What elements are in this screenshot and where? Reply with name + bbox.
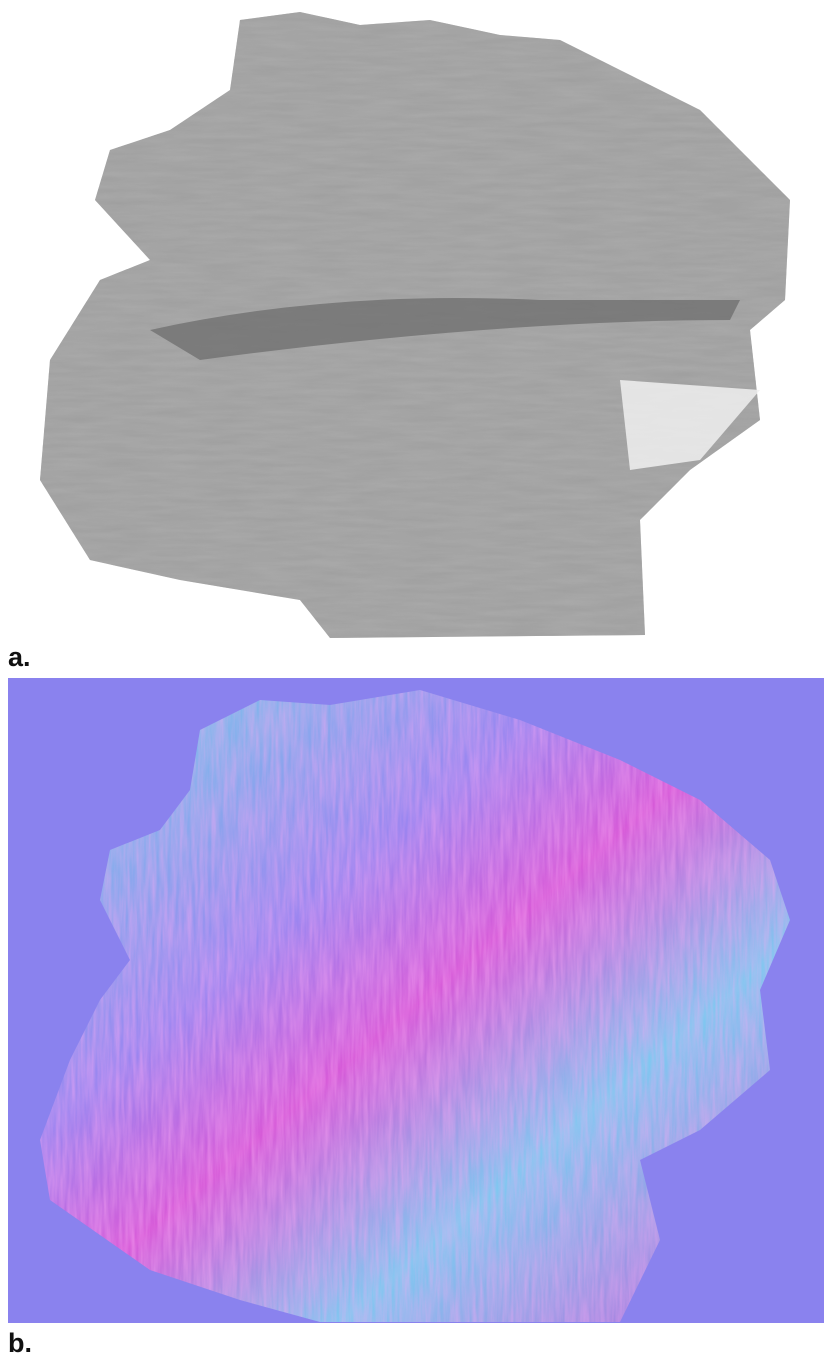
panel-a-image [40,12,790,638]
panel-b-image [8,678,824,1323]
panel-label: a. [8,642,31,672]
page: a. b. (() => { const data = JSON.parse(d… [0,0,824,1362]
panel-label: b. [8,1328,32,1358]
figure: a. b. [0,0,824,1362]
